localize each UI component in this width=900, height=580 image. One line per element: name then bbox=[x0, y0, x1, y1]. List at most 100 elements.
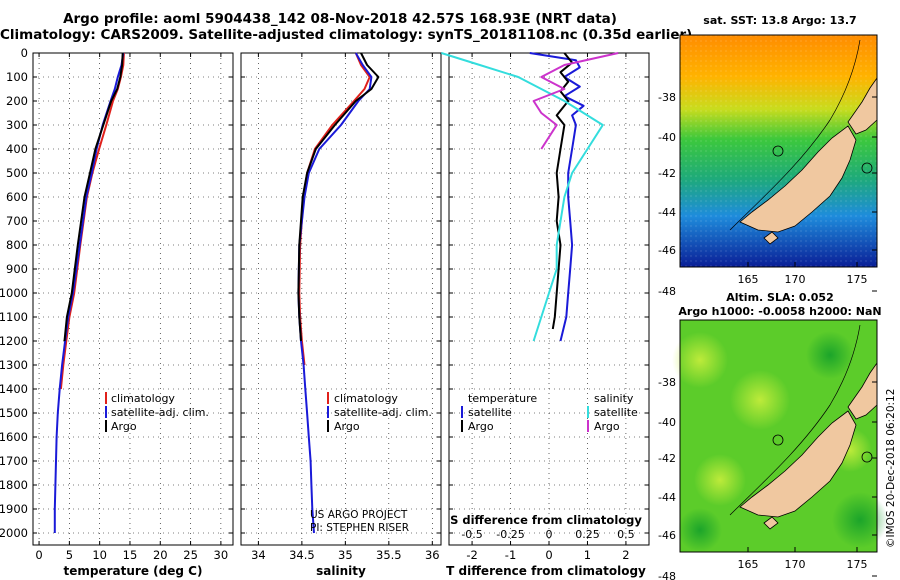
south-island-land bbox=[739, 410, 857, 518]
depth-tick-labels: 0 100 200 300 400 500 600 700 800 900 1000 1100 1200… bbox=[0, 46, 28, 540]
temperature-tick-labels: 0 5 10 15 20 25 30 bbox=[35, 548, 228, 562]
depth-tick-label: 200 bbox=[6, 94, 28, 108]
depth-tick-label: 100 bbox=[6, 70, 28, 84]
sst-map-ticks: -38 -40 -42 -44 -46 -48 165 170 175 bbox=[658, 91, 877, 298]
x-tick-label: 0 bbox=[35, 548, 42, 562]
lat-tick-label: -48 bbox=[658, 285, 676, 298]
depth-tick-label: 1100 bbox=[0, 310, 28, 324]
legend-temperature-title: temperature bbox=[468, 392, 537, 405]
salinity-tick-labels: 34 34.5 35 35.5 36 bbox=[251, 548, 440, 562]
x-tick-label: 35 bbox=[338, 548, 353, 562]
legend-argo-label: Argo bbox=[111, 420, 137, 433]
sla-map-title-line-2: Argo h1000: -0.0058 h2000: NaN bbox=[678, 305, 882, 318]
difference-panel: -2 -1 0 1 2 -0.5 -0.25 0 0.25 0.5 T difference fr… bbox=[441, 52, 650, 578]
temperature-axes-box bbox=[32, 52, 234, 546]
series-line-t-satellite bbox=[529, 52, 585, 342]
salinity-panel: 34 34.5 35 35.5 36 salinity climatology sate… bbox=[240, 52, 442, 578]
salinity-series bbox=[297, 52, 380, 534]
x-tick-label: 5 bbox=[66, 548, 73, 562]
depth-tick-label: 900 bbox=[6, 262, 28, 276]
top-x-tick-label: 0 bbox=[546, 528, 553, 541]
stewart-island-land bbox=[763, 516, 779, 530]
lon-tick-label: 175 bbox=[847, 273, 868, 286]
series-line-s-argo bbox=[532, 52, 619, 150]
lat-tick-label: -46 bbox=[658, 244, 676, 257]
temperature-legend: climatology satellite-adj. clim. Argo bbox=[105, 392, 209, 433]
sla-low-anomaly bbox=[806, 331, 854, 379]
sla-high-anomaly bbox=[730, 370, 790, 430]
series-line-s-satellite bbox=[441, 52, 604, 342]
x-tick-label: 36 bbox=[425, 548, 440, 562]
credits-project: US ARGO PROJECT bbox=[310, 509, 408, 521]
sla-map: -38 -40 -42 -44 -46 -48 165 170 175 bbox=[658, 319, 888, 580]
figure-title-line-2: Climatology: CARS2009. Satellite-adjuste… bbox=[0, 27, 693, 43]
top-x-tick-label: -0.5 bbox=[461, 528, 482, 541]
x-tick-label: 34 bbox=[251, 548, 266, 562]
top-x-tick-label: 0.5 bbox=[617, 528, 635, 541]
argo-position-marker bbox=[772, 434, 784, 446]
salinity-x-label: salinity bbox=[316, 564, 366, 578]
legend-climatology-label: climatology bbox=[334, 392, 398, 405]
lon-tick-label: 175 bbox=[847, 558, 868, 571]
lat-tick-label: -38 bbox=[658, 376, 676, 389]
figure-title-line-1: Argo profile: aoml 5904438_142 08-Nov-20… bbox=[63, 11, 617, 27]
temperature-grid bbox=[33, 52, 233, 545]
lat-tick-label: -40 bbox=[658, 131, 676, 144]
series-line-argo bbox=[63, 52, 124, 342]
depth-tick-label: 1800 bbox=[0, 478, 28, 492]
depth-tick-label: 0 bbox=[21, 46, 28, 60]
x-tick-label: 2 bbox=[622, 548, 629, 562]
lat-tick-label: -44 bbox=[658, 491, 676, 504]
depth-tick-label: 300 bbox=[6, 118, 28, 132]
salinity-legend: climatology satellite-adj. clim. Argo bbox=[327, 392, 432, 433]
sla-map-ticks: -38 -40 -42 -44 -46 -48 165 170 175 bbox=[658, 376, 877, 580]
lon-tick-label: 170 bbox=[785, 273, 806, 286]
depth-tick-label: 700 bbox=[6, 214, 28, 228]
x-tick-label: 1 bbox=[584, 548, 591, 562]
sla-high-anomaly bbox=[694, 454, 746, 506]
sst-map-frame bbox=[679, 34, 878, 268]
sla-map-title-line-1: Altim. SLA: 0.052 bbox=[726, 291, 834, 304]
x-tick-label: 15 bbox=[123, 548, 138, 562]
legend-t-satellite-label: satellite bbox=[468, 406, 512, 419]
south-island-land bbox=[739, 125, 857, 233]
x-tick-label: 35.5 bbox=[376, 548, 402, 562]
argo-float-marker bbox=[861, 451, 873, 463]
credits-pi: PI: STEPHEN RISER bbox=[310, 522, 409, 534]
depth-tick-label: 400 bbox=[6, 142, 28, 156]
difference-x-label: T difference from climatology bbox=[446, 564, 646, 578]
lat-tick-label: -44 bbox=[658, 206, 676, 219]
sla-high-anomaly bbox=[672, 332, 728, 388]
lat-tick-label: -38 bbox=[658, 91, 676, 104]
lat-tick-label: -46 bbox=[658, 529, 676, 542]
argo-float-marker bbox=[861, 162, 873, 174]
lat-tick-label: -42 bbox=[658, 452, 676, 465]
x-tick-label: -1 bbox=[505, 548, 516, 562]
legend-t-argo-label: Argo bbox=[468, 420, 494, 433]
stewart-island-land bbox=[763, 231, 779, 245]
difference-top-x-label: S difference from climatology bbox=[450, 513, 642, 527]
x-tick-label: 25 bbox=[183, 548, 198, 562]
x-tick-label: 20 bbox=[153, 548, 168, 562]
depth-tick-label: 500 bbox=[6, 166, 28, 180]
sla-map-frame bbox=[679, 319, 878, 553]
x-tick-label: 34.5 bbox=[289, 548, 315, 562]
top-x-tick-label: -0.25 bbox=[496, 528, 524, 541]
x-tick-label: 30 bbox=[214, 548, 229, 562]
difference-series bbox=[441, 52, 619, 342]
sst-map: -38 -40 -42 -44 -46 -48 165 170 175 bbox=[658, 34, 878, 298]
difference-tick-labels: -2 -1 0 1 2 -0.5 -0.25 0 0.25 0.5 bbox=[461, 528, 634, 562]
depth-tick-label: 800 bbox=[6, 238, 28, 252]
depth-tick-label: 2000 bbox=[0, 526, 28, 540]
depth-tick-label: 1700 bbox=[0, 454, 28, 468]
sla-low-anomaly bbox=[678, 508, 722, 552]
argo-position-marker bbox=[772, 145, 784, 157]
legend-climatology-label: climatology bbox=[111, 392, 175, 405]
difference-grid bbox=[449, 52, 649, 545]
x-tick-label: 10 bbox=[92, 548, 107, 562]
lon-tick-label: 170 bbox=[785, 558, 806, 571]
sla-low-anomaly bbox=[832, 492, 888, 548]
salinity-axes-box bbox=[240, 52, 442, 546]
series-line-t-argo bbox=[551, 52, 574, 330]
